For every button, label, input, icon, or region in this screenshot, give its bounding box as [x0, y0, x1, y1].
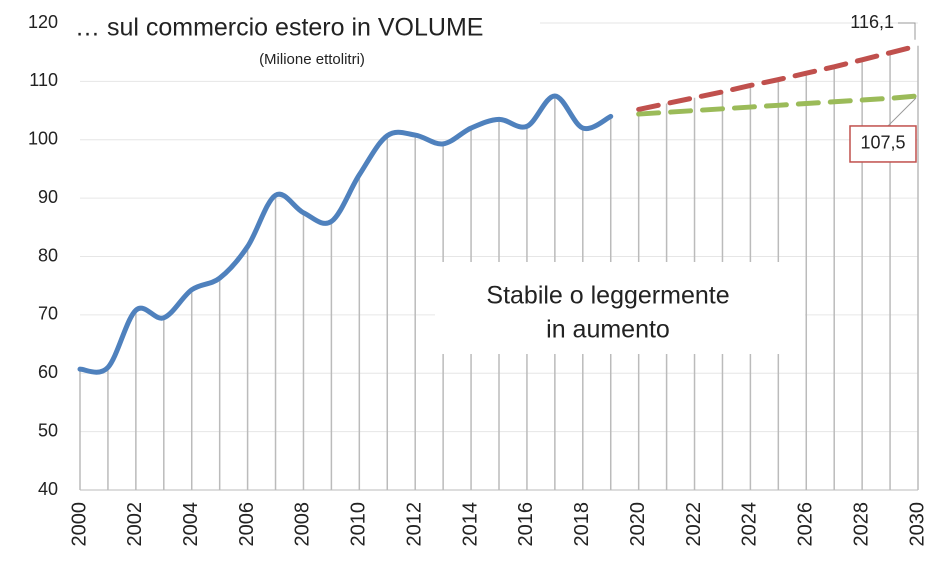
x-tick-label: 2030 [906, 502, 928, 547]
x-tick-label: 2010 [348, 502, 370, 547]
annotation: Stabile o leggermente [486, 282, 729, 310]
x-tick-label: 2002 [124, 502, 146, 547]
x-tick-label: 2024 [739, 502, 761, 547]
x-tick-label: 2004 [180, 502, 202, 547]
data-label: 116,1 [850, 12, 894, 32]
annotation-background [435, 262, 805, 354]
y-tick-label: 120 [28, 12, 58, 32]
x-tick-label: 2012 [403, 502, 425, 547]
data-label-box [849, 125, 917, 163]
series-line [77, 93, 614, 375]
x-tick-label: 2028 [850, 502, 872, 547]
leader-line [887, 97, 917, 127]
x-tick-label: 2026 [795, 502, 817, 547]
y-tick-label: 50 [38, 420, 58, 440]
y-tick-label: 100 [28, 129, 58, 149]
y-tick-label: 90 [38, 187, 58, 207]
title-background [70, 10, 540, 46]
y-tick-label: 70 [38, 304, 58, 324]
leader-line [898, 22, 916, 40]
x-tick-label: 2014 [459, 502, 481, 547]
x-tick-label: 2000 [68, 502, 90, 547]
x-tick-label: 2016 [515, 502, 537, 547]
y-tick-label: 80 [38, 245, 58, 265]
x-tick-label: 2006 [236, 502, 258, 547]
chart-subtitle: (Milione ettolitri) [259, 51, 365, 68]
series-line [636, 93, 921, 117]
chart-title: … sul commercio estero in VOLUME [75, 14, 483, 42]
data-label: 107,5 [860, 133, 905, 153]
x-tick-label: 2018 [571, 502, 593, 547]
annotation: in aumento [546, 316, 670, 344]
series-line [636, 43, 921, 112]
y-tick-label: 110 [29, 70, 58, 90]
x-tick-label: 2020 [627, 502, 649, 547]
y-tick-label: 40 [38, 479, 58, 499]
y-tick-label: 60 [38, 362, 58, 382]
x-tick-label: 2008 [292, 502, 314, 547]
x-tick-label: 2022 [683, 502, 705, 547]
